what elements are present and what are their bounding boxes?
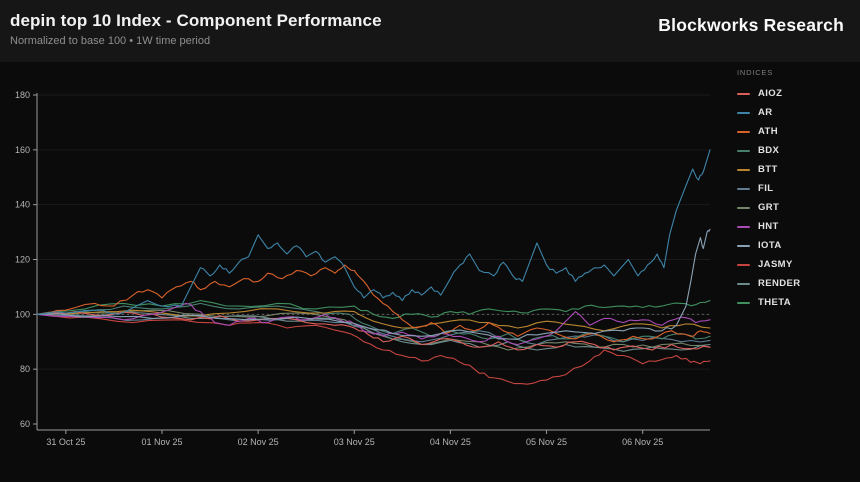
chart-panel: 60 80 100 120 140 160 180 31 Oct 25 01 Nov 25 02 … [0, 62, 860, 482]
x-tick-label: 31 Oct 25 [46, 437, 85, 447]
legend-item-ath[interactable]: ATH [737, 122, 855, 141]
legend-item-ar[interactable]: AR [737, 103, 855, 122]
legend-swatch-icon [737, 282, 750, 285]
page-header: depin top 10 Index - Component Performan… [0, 0, 860, 62]
legend-label: AR [758, 107, 773, 118]
legend-items: AIOZ AR ATH BDX BTT FIL GRT HNT IOTA JASMY RENDER T… [737, 84, 855, 312]
y-tick-label: 160 [15, 145, 30, 155]
legend-item-aioz[interactable]: AIOZ [737, 84, 855, 103]
legend-swatch-icon [737, 111, 750, 114]
brand-logo: Blockworks Research [658, 15, 844, 35]
legend-swatch-icon [737, 130, 750, 133]
legend-swatch-icon [737, 168, 750, 171]
legend-item-grt[interactable]: GRT [737, 198, 855, 217]
x-tick-label: 04 Nov 25 [430, 437, 471, 447]
legend-item-bdx[interactable]: BDX [737, 141, 855, 160]
legend-item-fil[interactable]: FIL [737, 179, 855, 198]
x-tick-label: 01 Nov 25 [141, 437, 182, 447]
legend-label: IOTA [758, 240, 782, 251]
y-tick-label: 100 [15, 309, 30, 319]
title-block: depin top 10 Index - Component Performan… [10, 11, 382, 47]
legend-title: INDICES [737, 68, 774, 77]
legend-label: ATH [758, 126, 779, 137]
page-title: depin top 10 Index - Component Performan… [10, 11, 382, 30]
y-tick-label: 120 [15, 255, 30, 265]
legend-swatch-icon [737, 225, 750, 228]
x-tick-label: 05 Nov 25 [526, 437, 567, 447]
legend-swatch-icon [737, 244, 750, 247]
y-tick-label: 140 [15, 200, 30, 210]
legend-item-jasmy[interactable]: JASMY [737, 255, 855, 274]
legend-item-btt[interactable]: BTT [737, 160, 855, 179]
legend-label: RENDER [758, 278, 801, 289]
x-tick-label: 06 Nov 25 [622, 437, 663, 447]
chart-legend: INDICES AIOZ AR ATH BDX BTT FIL GRT HNT IOTA JASM… [737, 68, 855, 312]
legend-label: AIOZ [758, 88, 783, 99]
y-tick-label: 60 [20, 419, 30, 429]
performance-line-chart[interactable]: 60 80 100 120 140 160 180 31 Oct 25 01 Nov 25 02 … [0, 62, 860, 482]
legend-swatch-icon [737, 206, 750, 209]
x-tick-label: 02 Nov 25 [238, 437, 279, 447]
series-line-ar[interactable] [36, 149, 711, 315]
series-line-bdx[interactable] [36, 302, 711, 343]
page-subtitle: Normalized to base 100 • 1W time period [10, 35, 211, 47]
legend-label: BTT [758, 164, 778, 175]
series-line-theta[interactable] [36, 300, 711, 319]
legend-swatch-icon [737, 301, 750, 304]
series-line-render[interactable] [36, 311, 711, 352]
legend-item-iota[interactable]: IOTA [737, 236, 855, 255]
y-tick-label: 80 [20, 364, 30, 374]
series-line-hnt[interactable] [36, 302, 711, 346]
legend-swatch-icon [737, 149, 750, 152]
x-tick-label: 03 Nov 25 [334, 437, 375, 447]
legend-label: HNT [758, 221, 779, 232]
series-line-jasmy[interactable] [36, 313, 711, 385]
legend-item-render[interactable]: RENDER [737, 274, 855, 293]
legend-label: BDX [758, 145, 780, 156]
legend-swatch-icon [737, 92, 750, 95]
series-line-grt[interactable] [36, 309, 711, 351]
legend-label: GRT [758, 202, 780, 213]
series-line-ath[interactable] [36, 264, 711, 343]
legend-label: JASMY [758, 259, 793, 270]
legend-label: FIL [758, 183, 774, 194]
legend-item-hnt[interactable]: HNT [737, 217, 855, 236]
legend-label: THETA [758, 297, 791, 308]
y-tick-label: 180 [15, 90, 30, 100]
legend-item-theta[interactable]: THETA [737, 293, 855, 312]
legend-swatch-icon [737, 263, 750, 266]
series-line-aioz[interactable] [36, 311, 711, 351]
series-line-iota[interactable] [36, 228, 711, 340]
legend-swatch-icon [737, 187, 750, 190]
